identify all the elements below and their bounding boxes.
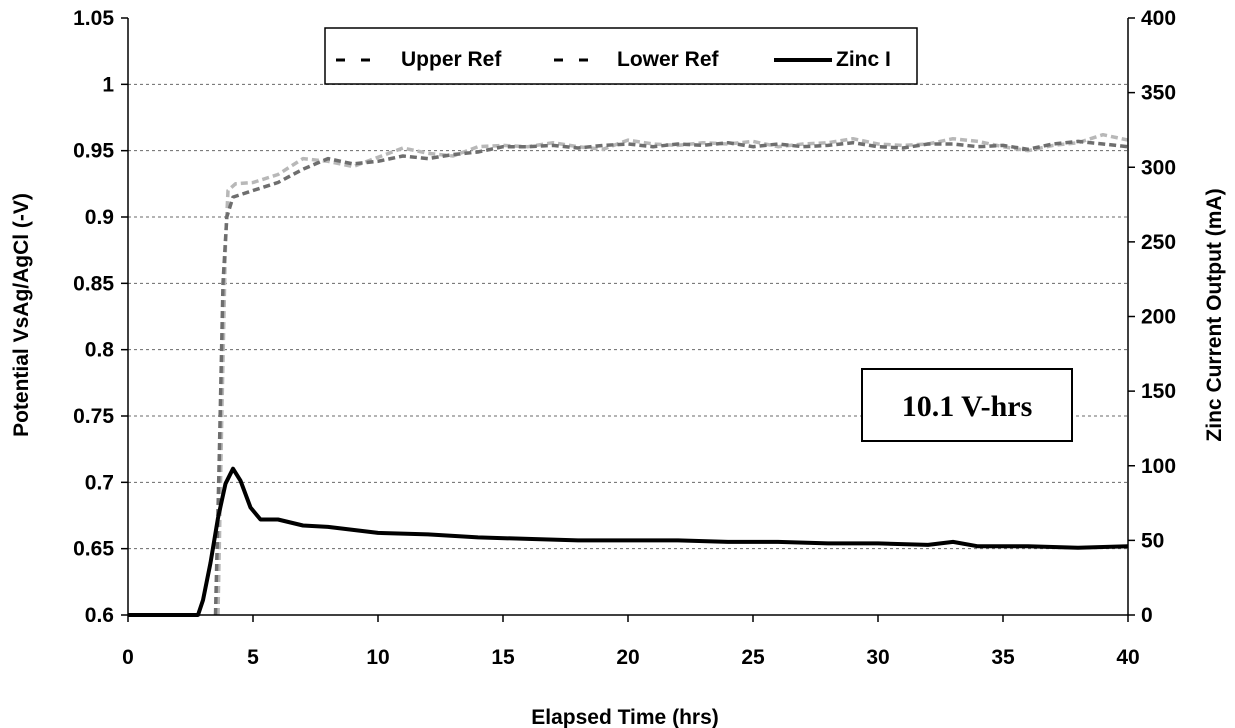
y-axis-title: Potential VsAg/AgCl (-V)	[10, 193, 33, 437]
y-tick-label: 0.95	[73, 140, 114, 163]
y2-tick-label: 300	[1141, 156, 1176, 179]
x-tick-label: 15	[491, 646, 515, 669]
x-tick-label: 25	[741, 646, 765, 669]
y2-tick-label: 50	[1141, 529, 1164, 552]
y2-tick-label: 150	[1141, 380, 1176, 403]
legend: Upper Ref Lower Ref Zinc I	[324, 27, 918, 85]
series-line-zinc-i	[128, 466, 1129, 617]
x-tick-label: 5	[247, 646, 259, 669]
y2-tick-label: 400	[1141, 7, 1176, 30]
x-tick-label: 10	[366, 646, 389, 669]
y-tick-label: 0.85	[73, 272, 114, 295]
y-tick-label: 0.7	[85, 471, 114, 494]
grid-lines	[128, 83, 1128, 550]
series-line-lower-ref	[213, 139, 1129, 616]
series-line-upper-ref	[216, 132, 1129, 616]
y2-tick-label: 200	[1141, 306, 1176, 329]
y-tick-label: 1.05	[73, 7, 114, 30]
x-tick-label: 40	[1116, 646, 1139, 669]
annotation-text: 10.1 V-hrs	[902, 390, 1033, 423]
x-axis-title: Elapsed Time (hrs)	[531, 706, 719, 728]
legend-label-zinc-i: Zinc I	[836, 48, 891, 71]
y-tick-label: 1	[102, 73, 114, 96]
y2-tick-label: 250	[1141, 231, 1176, 254]
annotation-box: 10.1 V-hrs	[861, 368, 1073, 442]
x-tick-label: 35	[991, 646, 1015, 669]
x-tick-label: 20	[616, 646, 639, 669]
y-tick-label: 0.65	[73, 538, 114, 561]
y2-tick-label: 0	[1141, 604, 1153, 627]
y-tick-label: 0.75	[73, 405, 114, 428]
y-tick-label: 0.6	[85, 604, 114, 627]
plot-series	[128, 132, 1129, 617]
legend-box	[324, 27, 918, 85]
y2-tick-label: 100	[1141, 455, 1176, 478]
x-tick-label: 30	[866, 646, 889, 669]
legend-label-upper-ref: Upper Ref	[401, 48, 502, 71]
y-tick-label: 0.9	[85, 206, 114, 229]
y-tick-label: 0.8	[85, 339, 115, 362]
axes: 0 5 10 15 20 25 30 35 400.60.650.70.750.80.850.9…	[73, 7, 1176, 669]
x-tick-label: 0	[122, 646, 134, 669]
y2-axis-title: Zinc Current Output (mA)	[1203, 188, 1226, 441]
y2-tick-label: 350	[1141, 82, 1176, 105]
legend-label-lower-ref: Lower Ref	[617, 48, 720, 71]
